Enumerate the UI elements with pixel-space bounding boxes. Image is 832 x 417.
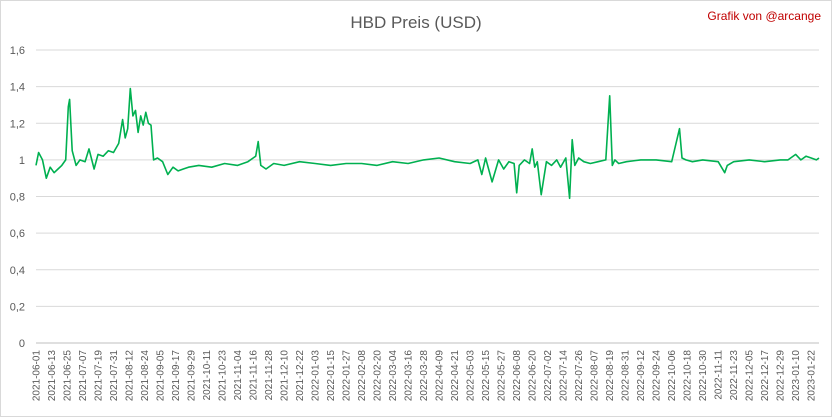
x-tick-label: 2023-01-10 xyxy=(791,350,802,402)
y-tick-label: 1 xyxy=(19,155,25,167)
x-tick-label: 2021-07-19 xyxy=(94,350,105,402)
x-tick-label: 2021-07-31 xyxy=(109,350,120,402)
x-tick-label: 2021-09-17 xyxy=(171,350,182,402)
y-tick-label: 0,2 xyxy=(10,301,25,313)
x-tick-label: 2022-08-31 xyxy=(621,350,632,402)
x-tick-label: 2022-08-07 xyxy=(590,350,601,402)
x-tick-label: 2022-10-18 xyxy=(683,350,694,402)
x-tick-label: 2021-06-13 xyxy=(47,350,58,402)
x-tick-label: 2022-10-06 xyxy=(667,350,678,402)
y-axis-ticks: 0 0,2 0,4 0,6 0,8 1 1,2 1,4 1,6 xyxy=(10,45,25,350)
x-tick-label: 2022-07-26 xyxy=(574,350,585,402)
x-tick-label: 2021-11-28 xyxy=(264,350,275,401)
x-tick-label: 2021-12-22 xyxy=(295,350,306,402)
chart-title: HBD Preis (USD) xyxy=(350,13,482,32)
x-tick-label: 2022-06-20 xyxy=(528,350,539,402)
x-tick-label: 2022-08-19 xyxy=(605,350,616,402)
x-tick-label: 2022-07-14 xyxy=(559,350,570,402)
x-tick-label: 2022-05-27 xyxy=(497,350,508,402)
x-tick-label: 2022-01-27 xyxy=(342,350,353,402)
x-tick-label: 2022-11-11 xyxy=(714,350,725,400)
x-tick-label: 2022-02-08 xyxy=(357,350,368,402)
x-tick-label: 2022-01-15 xyxy=(326,350,337,402)
x-tick-label: 2022-05-15 xyxy=(481,350,492,402)
x-axis-ticks: 2021-06-01 2021-06-13 2021-06-25 2021-07-07… xyxy=(32,350,818,402)
y-tick-label: 0 xyxy=(19,338,25,350)
x-tick-label: 2021-11-04 xyxy=(233,350,244,401)
y-tick-label: 0,8 xyxy=(10,192,25,204)
plot-area xyxy=(35,87,820,200)
x-tick-label: 2021-12-10 xyxy=(280,350,291,402)
y-tick-label: 0,6 xyxy=(10,228,25,240)
x-tick-label: 2021-08-12 xyxy=(125,350,136,402)
x-tick-label: 2021-11-16 xyxy=(249,350,260,401)
x-tick-label: 2021-06-25 xyxy=(63,350,74,402)
x-tick-label: 2022-12-05 xyxy=(745,350,756,402)
x-tick-label: 2022-02-20 xyxy=(373,350,384,402)
x-tick-label: 2021-08-24 xyxy=(140,350,151,402)
x-tick-label: 2022-10-30 xyxy=(698,350,709,402)
x-tick-label: 2021-07-07 xyxy=(78,350,89,402)
gridlines xyxy=(36,49,819,344)
x-tick-label: 2022-12-29 xyxy=(776,350,787,402)
x-tick-label: 2022-09-24 xyxy=(652,350,663,402)
x-tick-label: 2021-09-05 xyxy=(156,350,167,402)
x-tick-label: 2022-12-17 xyxy=(760,350,771,402)
series-line xyxy=(35,87,820,200)
x-tick-label: 2022-03-16 xyxy=(404,350,415,402)
x-tick-label: 2021-10-23 xyxy=(218,350,229,402)
x-tick-label: 2022-04-21 xyxy=(450,350,461,402)
x-tick-label: 2021-09-29 xyxy=(187,350,198,402)
x-tick-label: 2022-03-28 xyxy=(419,350,430,402)
x-tick-label: 2022-07-02 xyxy=(543,350,554,402)
x-tick-label: 2022-09-12 xyxy=(636,350,647,402)
x-tick-label: 2022-01-03 xyxy=(311,350,322,402)
y-tick-label: 1,2 xyxy=(10,118,25,130)
chart-credit: Grafik von @arcange xyxy=(707,9,821,23)
x-tick-label: 2021-06-01 xyxy=(32,350,43,402)
x-tick-label: 2022-06-08 xyxy=(512,350,523,402)
y-tick-label: 0,4 xyxy=(10,265,25,277)
x-tick-label: 2022-03-04 xyxy=(388,350,399,402)
x-tick-label: 2023-01-22 xyxy=(807,350,818,402)
x-tick-label: 2022-05-03 xyxy=(466,350,477,402)
x-tick-label: 2022-11-23 xyxy=(729,350,740,401)
x-tick-label: 2022-04-09 xyxy=(435,350,446,402)
y-tick-label: 1,6 xyxy=(10,45,25,57)
x-tick-label: 2021-10-11 xyxy=(202,350,213,401)
y-tick-label: 1,4 xyxy=(10,82,25,94)
